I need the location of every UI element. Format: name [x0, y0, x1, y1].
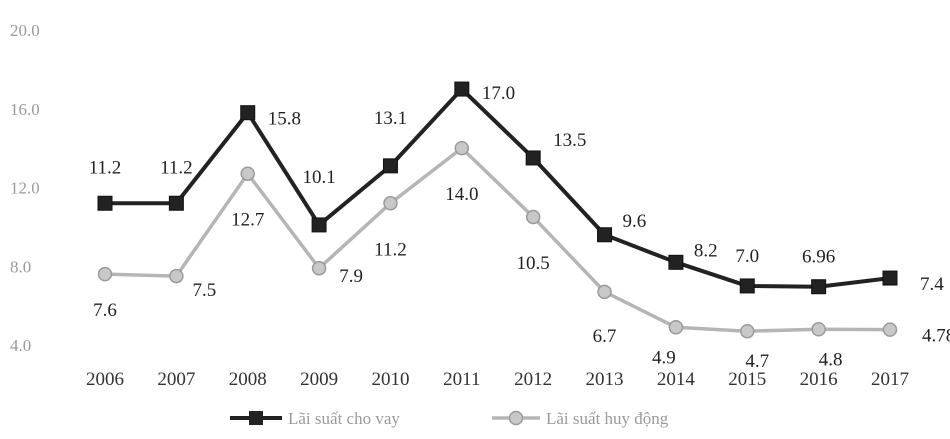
x-tick-label: 2006: [86, 369, 124, 390]
lending-rate-point: [168, 195, 184, 211]
lending-rate-data-label: 6.96: [802, 247, 835, 268]
deposit-rate-data-label: 4.8: [819, 349, 843, 370]
series-line-deposit-rate: [104, 146, 891, 333]
y-axis-tick-labels: 4.0 8.0 12.0 16.0 20.0: [10, 21, 40, 355]
deposit-rate-data-label: 7.6: [93, 300, 117, 321]
legend-label-deposit-rate: Lãi suất huy động: [546, 409, 669, 428]
lending-rate-data-label: 9.6: [623, 211, 647, 232]
lending-rate-point: [882, 270, 898, 286]
lending-rate-data-label: 17.0: [482, 83, 515, 104]
deposit-rate-data-label: 10.5: [517, 253, 550, 274]
legend-marker-lending-rate: [249, 411, 263, 425]
y-tick-label: 4.0: [10, 336, 31, 355]
x-tick-label: 2008: [229, 369, 267, 390]
deposit-rate-data-label: 6.7: [593, 326, 617, 347]
x-tick-label: 2014: [657, 369, 696, 390]
deposit-rate-point: [882, 322, 898, 337]
deposit-rate-point: [668, 320, 684, 335]
series-lines: [104, 87, 891, 333]
y-tick-label: 20.0: [10, 21, 40, 40]
lending-rate-data-label: 11.2: [89, 157, 122, 178]
lending-rate-data-label: 13.1: [374, 108, 407, 129]
deposit-rate-data-label: 4.9: [652, 347, 676, 368]
series-line-lending-rate: [105, 87, 891, 289]
lending-rate-point: [311, 217, 327, 233]
deposit-rate-point: [311, 260, 327, 276]
x-tick-label: 2007: [157, 369, 195, 390]
lending-rate-point: [739, 278, 755, 294]
y-tick-label: 16.0: [10, 100, 40, 119]
lending-rate-data-label: 13.5: [553, 130, 586, 151]
deposit-rate-data-label: 4.78: [922, 326, 950, 347]
x-tick-label: 2010: [371, 369, 409, 390]
lending-rate-data-label: 7.4: [920, 274, 944, 295]
deposit-rate-data-label: 4.7: [745, 351, 769, 372]
lending-rate-data-label: 7.0: [735, 246, 759, 267]
deposit-rate-data-label: 14.0: [445, 184, 478, 205]
deposit-rate-point: [454, 140, 470, 156]
x-tick-label: 2016: [800, 369, 838, 390]
deposit-rate-point: [811, 322, 826, 337]
deposit-rate-point: [169, 268, 184, 284]
y-tick-label: 8.0: [10, 257, 31, 276]
lending-rate-data-label: 8.2: [694, 240, 718, 261]
lending-rate-point: [97, 195, 113, 211]
deposit-rate-point: [597, 284, 612, 300]
deposit-rate-point: [740, 323, 755, 339]
deposit-rate-data-label: 7.5: [192, 280, 216, 301]
series-markers: [97, 81, 898, 339]
series-data-labels: 11.2 11.2 15.8 10.1 13.1 17.0 13.5 9.6 8.2 7.0 6.9…: [89, 83, 950, 372]
x-tick-label: 2013: [586, 369, 624, 390]
deposit-rate-point: [97, 266, 113, 282]
lending-rate-data-label: 15.8: [268, 109, 301, 130]
legend: Lãi suất cho vay Lãi suất huy động: [230, 409, 669, 428]
lending-rate-point: [811, 279, 827, 295]
deposit-rate-point: [383, 196, 398, 211]
lending-rate-point: [668, 254, 684, 270]
lending-rate-data-label: 11.2: [160, 157, 193, 178]
x-tick-label: 2009: [300, 369, 338, 390]
lending-rate-point: [240, 105, 256, 121]
x-tick-label: 2017: [871, 369, 909, 390]
lending-rate-point: [454, 81, 470, 97]
legend-label-lending-rate: Lãi suất cho vay: [288, 409, 400, 428]
deposit-rate-data-label: 7.9: [339, 266, 363, 287]
legend-marker-deposit-rate: [508, 410, 524, 426]
lending-rate-point: [382, 158, 398, 174]
x-tick-label: 2012: [514, 369, 552, 390]
lending-rate-point: [525, 150, 541, 166]
deposit-rate-data-label: 12.7: [231, 210, 264, 231]
deposit-rate-data-label: 11.2: [374, 239, 407, 260]
x-axis-tick-labels: 2006 2007 2008 2009 2010 2011 2012 2013 2014 2015…: [86, 369, 909, 390]
deposit-rate-point: [525, 209, 541, 225]
x-tick-label: 2015: [728, 369, 766, 390]
lending-rate-data-label: 10.1: [302, 167, 335, 188]
deposit-rate-point: [240, 166, 255, 181]
y-tick-label: 12.0: [10, 179, 40, 198]
lending-rate-point: [597, 227, 613, 243]
x-tick-label: 2011: [443, 369, 480, 390]
